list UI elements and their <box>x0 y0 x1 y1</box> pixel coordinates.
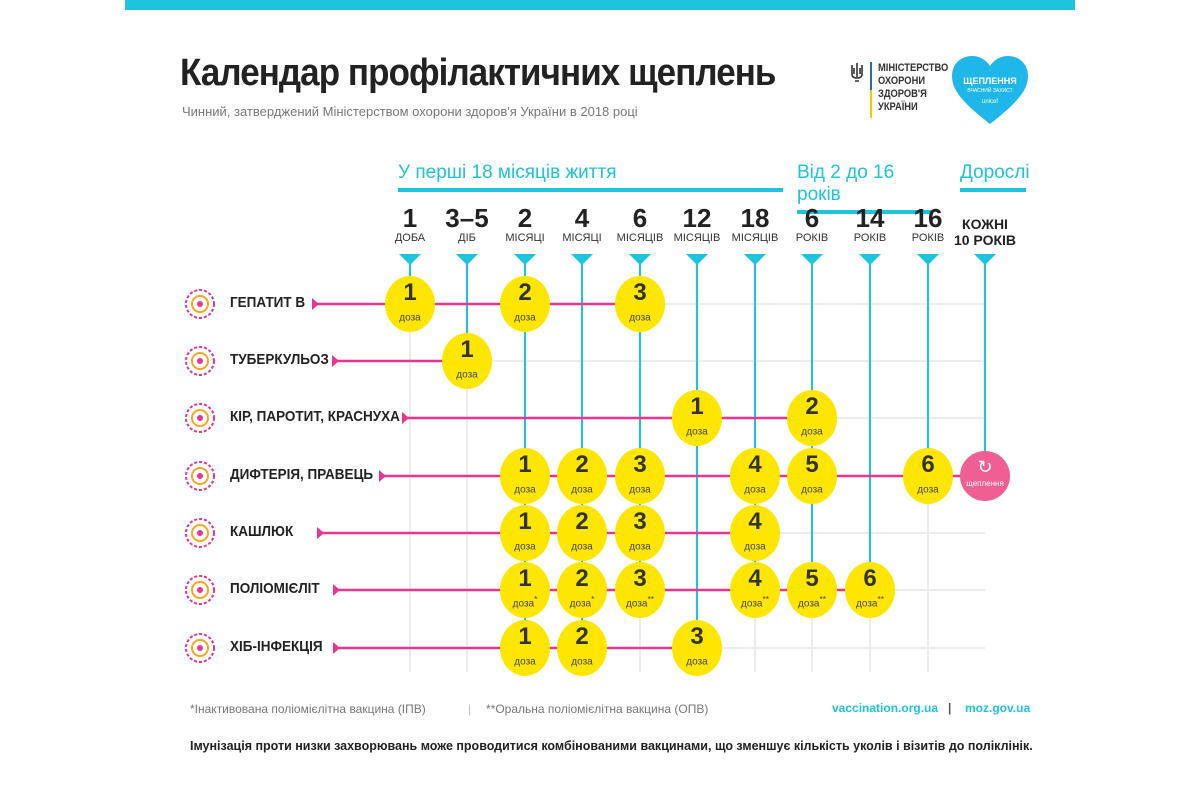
row-arrow <box>332 355 339 367</box>
age-column-header: 6 РОКІВ <box>795 203 829 244</box>
column-marker-triangle <box>801 254 823 265</box>
dose-marker: 3 доза <box>615 448 665 504</box>
disease-label: ТУБЕРКУЛЬОЗ <box>230 351 329 368</box>
link-separator: | <box>948 701 952 715</box>
page-title: Календар профілактичних щеплень <box>180 52 776 94</box>
ministry-logo: МІНІСТЕРСТВО ОХОРОНИ ЗДОРОВ'Я УКРАЇНИ <box>850 62 961 118</box>
column-marker-triangle <box>917 254 939 265</box>
dose-marker: 4 доза** <box>730 562 780 618</box>
dose-marker: 5 доза** <box>787 562 837 618</box>
dose-marker: 6 доза** <box>845 562 895 618</box>
age-column-header: 6 МІСЯЦІВ <box>616 203 664 244</box>
column-marker-triangle <box>744 254 766 265</box>
virus-polio-icon <box>180 570 220 610</box>
column-marker-triangle <box>686 254 708 265</box>
row-arrow <box>379 470 386 482</box>
dose-marker: 3 доза** <box>615 562 665 618</box>
dose-marker: 1 доза* <box>500 562 550 618</box>
row-arrow <box>333 584 340 596</box>
disease-label: КІР, ПАРОТИТ, КРАСНУХА <box>230 408 400 425</box>
column-marker-triangle <box>859 254 881 265</box>
age-column-header: 4 МІСЯЦІ <box>562 203 602 244</box>
dose-marker: 2 доза* <box>557 562 607 618</box>
dose-marker: 6 доза <box>903 448 953 504</box>
row-arrow <box>402 412 409 424</box>
age-column-header: 16 РОКІВ <box>911 203 945 244</box>
dose-marker: 4 доза <box>730 448 780 504</box>
age-column-header: 14 РОКІВ <box>853 203 887 244</box>
link-vaccination[interactable]: vaccination.org.ua <box>832 701 939 715</box>
dose-marker: 2 доза <box>557 505 607 561</box>
dose-marker: 2 доза <box>787 390 837 446</box>
combined-vaccine-note: Імунізація проти низки захворювань може … <box>190 739 1033 753</box>
footnote-opv: **Оральна поліомієлітна вакцина (ОПВ) <box>486 702 709 716</box>
virus-measles-icon <box>180 398 220 438</box>
dose-marker: 2 доза <box>557 620 607 676</box>
bacteria-diphtheria-icon <box>180 456 220 496</box>
age-column-header: 18 МІСЯЦІВ <box>731 203 779 244</box>
disease-label: ГЕПАТИТ В <box>230 294 306 311</box>
column-marker-triangle <box>514 254 536 265</box>
dose-marker: 1 доза <box>500 448 550 504</box>
disease-label: ПОЛІОМІЄЛІТ <box>230 580 320 597</box>
repeat-icon: ↻ <box>977 457 993 477</box>
campaign-logo: ЩЕПЛЕННЯ ВЧАСНИЙ ЗАХИСТ unicef <box>952 56 1028 126</box>
heart-icon <box>952 56 1028 124</box>
dose-marker: 1 доза <box>385 276 435 332</box>
dose-marker: 5 доза <box>787 448 837 504</box>
footnote-ipv: *Інактивована поліомієлітна вакцина (ІПВ… <box>190 702 426 716</box>
dose-marker: 2 доза <box>557 448 607 504</box>
column-marker-triangle <box>629 254 651 265</box>
age-column-header: 12 МІСЯЦІВ <box>673 203 721 244</box>
row-arrow <box>333 642 340 654</box>
section-2-to-16-years: Від 2 до 16 років <box>797 162 931 214</box>
bacteria-tb-icon <box>180 341 220 381</box>
dose-marker: 1 доза <box>672 390 722 446</box>
footnote-separator: | <box>468 702 472 716</box>
row-arrow <box>317 527 324 539</box>
trident-icon <box>851 63 863 82</box>
top-accent-bar <box>125 0 1075 10</box>
page-subtitle: Чинний, затверджений Міністерством охоро… <box>182 104 638 119</box>
dose-marker: 4 доза <box>730 505 780 561</box>
dose-marker: 3 доза <box>615 276 665 332</box>
age-column-header: 2 МІСЯЦІ <box>505 203 545 244</box>
age-column-header: 3–5 ДІБ <box>445 203 489 244</box>
revaccination-marker: ↻ щеплення <box>960 451 1010 501</box>
disease-label: КАШЛЮК <box>230 523 294 540</box>
dose-marker: 3 доза <box>615 505 665 561</box>
bacteria-pertussis-icon <box>180 513 220 553</box>
virus-hepatitis-icon <box>180 284 220 324</box>
dose-marker: 3 доза <box>672 620 722 676</box>
disease-label: ДИФТЕРІЯ, ПРАВЕЦЬ <box>230 466 374 483</box>
column-marker-triangle <box>456 254 478 265</box>
column-marker-triangle <box>974 254 996 265</box>
column-marker-triangle <box>399 254 421 265</box>
age-column-header: 1 ДОБА <box>394 203 426 244</box>
dose-marker: 1 доза <box>500 505 550 561</box>
row-arrow <box>312 298 319 310</box>
section-adults: Дорослі <box>960 162 1030 192</box>
dose-marker: 2 доза <box>500 276 550 332</box>
link-moz[interactable]: moz.gov.ua <box>965 701 1031 715</box>
section-first-18-months: У перші 18 місяців життя <box>398 162 783 192</box>
column-marker-triangle <box>571 254 593 265</box>
bacteria-hib-icon <box>180 628 220 668</box>
dose-marker: 1 доза <box>442 333 492 389</box>
age-column-header: КОЖНІ 10 РОКІВ <box>953 216 1017 248</box>
dose-marker: 1 доза <box>500 620 550 676</box>
disease-label: ХІБ-ІНФЕКЦІЯ <box>230 638 323 655</box>
